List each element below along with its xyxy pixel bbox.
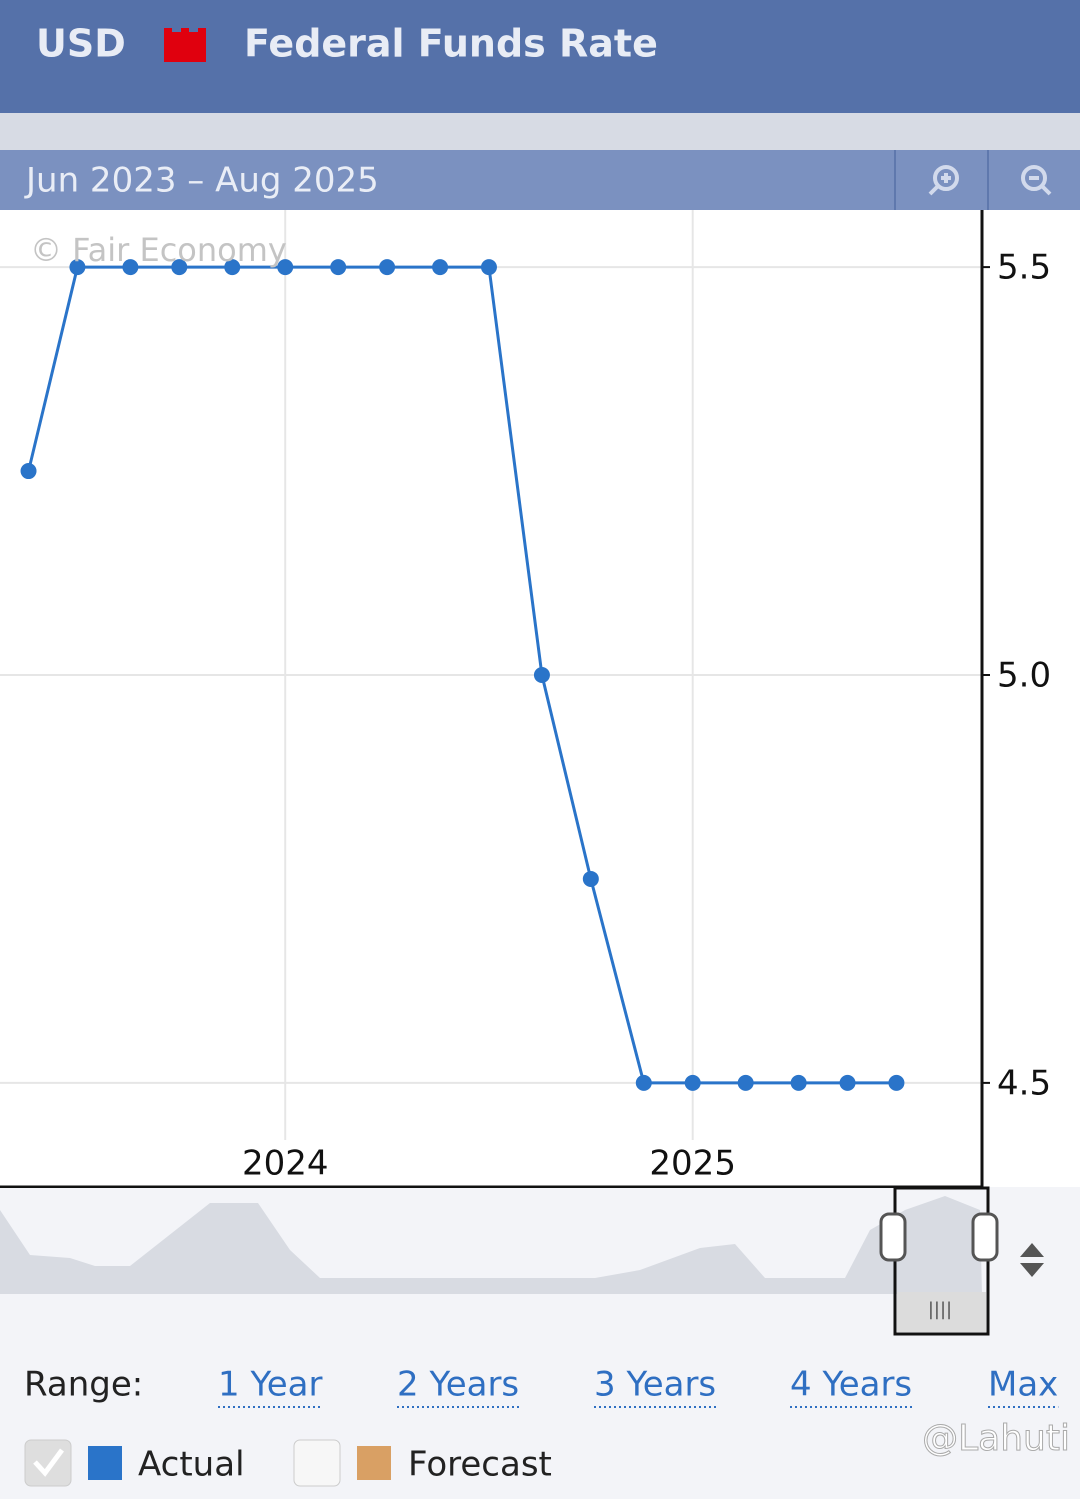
data-point: [432, 259, 449, 276]
flag-icon: [198, 28, 206, 34]
data-point: [635, 1074, 652, 1091]
data-point: [20, 463, 37, 480]
navigator-area: [0, 1196, 982, 1294]
resize-arrows[interactable]: [1020, 1243, 1044, 1277]
range-bar: [0, 150, 1080, 210]
range-button[interactable]: 1 Year: [218, 1365, 322, 1405]
zoom-in[interactable]: [928, 165, 959, 196]
data-point: [790, 1074, 807, 1091]
currency: USD: [36, 22, 126, 66]
credit: @Lahuti: [922, 1418, 1070, 1459]
range-button[interactable]: Max: [988, 1365, 1058, 1405]
data-point: [379, 259, 396, 276]
data-point: [69, 259, 86, 276]
range-button[interactable]: 2 Years: [397, 1365, 519, 1405]
data-point: [888, 1074, 905, 1091]
range-button[interactable]: 4 Years: [790, 1365, 912, 1405]
range-label: Jun 2023 – Aug 2025: [24, 161, 379, 201]
data-point: [533, 667, 550, 683]
x-tick-label: 2025: [649, 1144, 736, 1184]
y-tick-label: 5.0: [997, 656, 1051, 696]
flag-icon: [164, 32, 206, 62]
flag-icon: [164, 28, 172, 34]
y-tick-label: 4.5: [997, 1063, 1051, 1103]
title: Federal Funds Rate: [244, 22, 658, 66]
range-label: Range:: [24, 1365, 143, 1405]
forecast-checkbox[interactable]: [293, 1439, 341, 1487]
data-point: [330, 259, 347, 276]
navigator-scroll[interactable]: [897, 1292, 986, 1332]
navigator-handle[interactable]: [971, 1212, 999, 1262]
data-point: [277, 259, 294, 276]
legend-swatch: [88, 1446, 122, 1480]
spacer: [0, 113, 1080, 150]
data-point: [737, 1074, 754, 1091]
data-point: [480, 259, 497, 276]
data-point: [122, 259, 139, 276]
range-button[interactable]: 3 Years: [594, 1365, 716, 1405]
scroll-grip: ||||: [928, 1299, 952, 1320]
legend-swatch: [357, 1446, 391, 1480]
x-tick-label: 2024: [242, 1144, 329, 1184]
series-line: [27, 265, 897, 1085]
data-point: [224, 259, 241, 276]
y-tick-label: 5.5: [997, 248, 1051, 288]
data-point: [582, 870, 599, 887]
actual-checkbox[interactable]: [24, 1439, 72, 1487]
watermark: © Fair Economy: [30, 231, 287, 269]
plot-bg: [0, 210, 1080, 1187]
flag-icon: [181, 28, 189, 34]
data-point: [171, 259, 188, 276]
navigator-handle[interactable]: [879, 1212, 907, 1262]
legend-label: Actual: [138, 1445, 245, 1485]
data-point: [684, 1074, 701, 1091]
zoom-out[interactable]: [1021, 165, 1052, 196]
legend-label: Forecast: [408, 1445, 552, 1485]
data-point: [839, 1074, 856, 1091]
